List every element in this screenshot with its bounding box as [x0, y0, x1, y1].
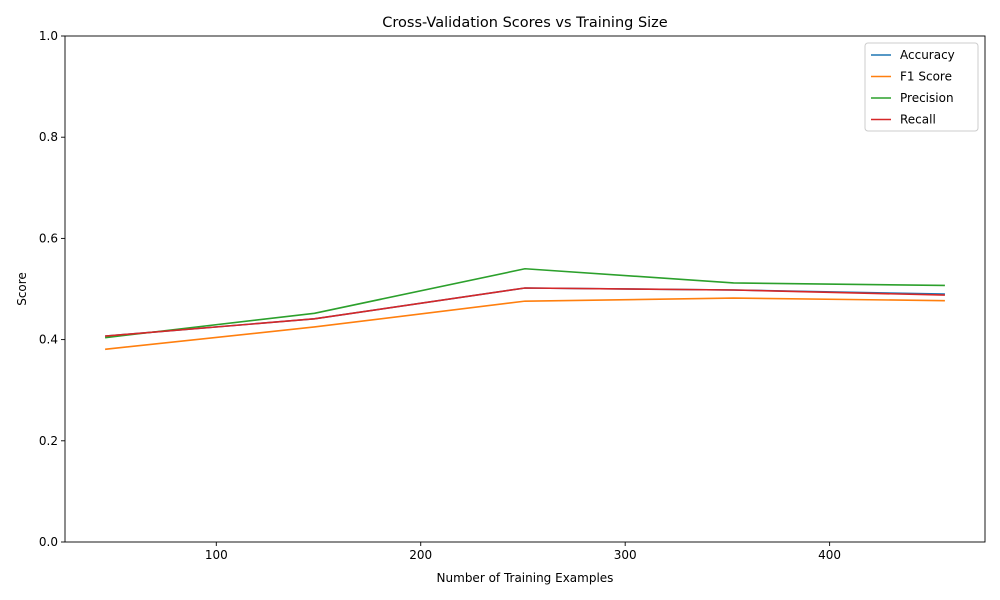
axes-frame: [64, 35, 986, 543]
x-tick-label: 100: [205, 548, 228, 562]
chart-title: Cross-Validation Scores vs Training Size: [382, 15, 668, 31]
series-line-precision: [105, 267, 945, 339]
y-tick-label: 0.2: [39, 434, 58, 448]
series-line-recall: [105, 287, 945, 337]
x-tick-label: 300: [614, 548, 637, 562]
legend-label: Precision: [900, 91, 954, 105]
legend-box: [864, 42, 979, 132]
y-tick-label: 1.0: [39, 29, 58, 43]
plot-area: 100 200 300 400 0.0 0.2 0.4 0.6 0.8 1.0: [39, 29, 986, 562]
series-line-accuracy: [105, 287, 945, 337]
x-tick-label: 200: [409, 548, 432, 562]
legend-label: F1 Score: [900, 70, 952, 84]
y-tick-label: 0.0: [39, 535, 58, 549]
x-axis-label: Number of Training Examples: [437, 571, 614, 585]
y-tick-label: 0.4: [39, 333, 58, 347]
legend: Accuracy F1 Score Precision Recall: [864, 42, 979, 132]
legend-label: Accuracy: [900, 48, 955, 62]
series-line-f1-score: [105, 297, 945, 351]
y-axis-label: Score: [15, 272, 29, 306]
legend-label: Recall: [900, 113, 936, 127]
y-tick-label: 0.6: [39, 231, 58, 245]
y-tick-label: 0.8: [39, 130, 58, 144]
x-tick-label: 400: [818, 548, 841, 562]
